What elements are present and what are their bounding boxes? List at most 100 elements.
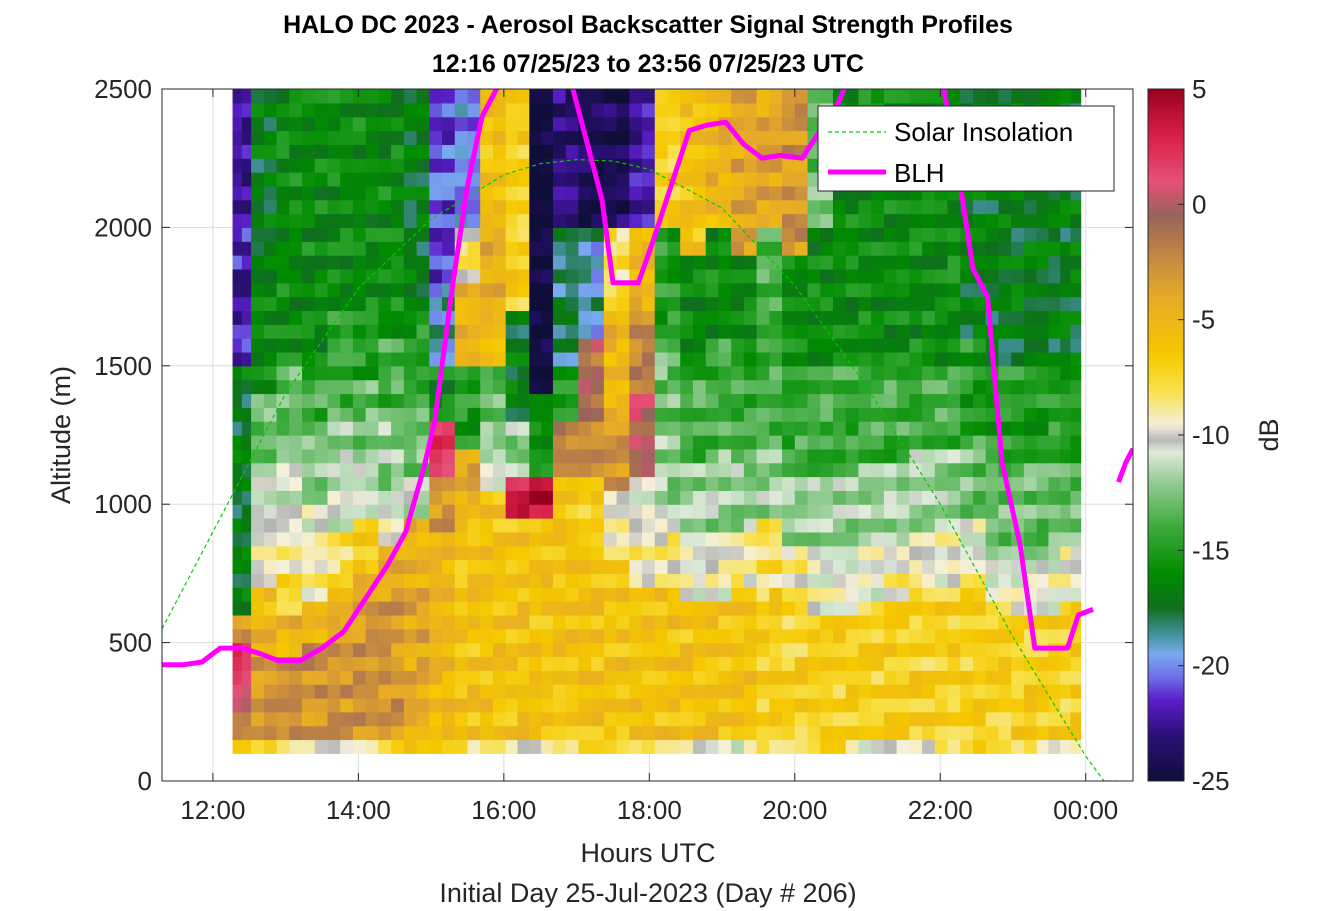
heatmap-cell	[251, 476, 265, 491]
heatmap-cell	[232, 614, 243, 630]
heatmap-cell	[680, 462, 694, 478]
heatmap-cell	[820, 476, 834, 491]
heatmap-cell	[505, 144, 519, 159]
heatmap-cell	[391, 559, 405, 574]
heatmap-cell	[480, 296, 494, 312]
heatmap-cell	[314, 684, 329, 699]
heatmap-cell	[232, 476, 243, 491]
heatmap-cell	[960, 462, 974, 478]
heatmap-cell	[972, 697, 987, 713]
heatmap-cell	[794, 116, 809, 132]
heatmap-cell	[365, 725, 379, 741]
heatmap-cell	[442, 642, 456, 658]
heatmap-cell	[492, 310, 507, 325]
heatmap-cell	[909, 338, 923, 353]
heatmap-cell	[794, 476, 809, 491]
heatmap-cell	[529, 213, 542, 228]
heatmap-cell	[517, 158, 530, 173]
heatmap-cell	[909, 365, 923, 381]
heatmap-cell	[403, 448, 418, 464]
heatmap-cell	[289, 711, 303, 727]
heatmap-cell	[756, 614, 770, 630]
heatmap-cell	[302, 227, 316, 242]
heatmap-cell	[492, 268, 507, 284]
heatmap-cell	[505, 89, 519, 104]
heatmap-cell	[705, 739, 720, 754]
heatmap-cell	[480, 587, 494, 602]
heatmap-cell	[416, 421, 430, 436]
heatmap-cell	[505, 684, 519, 699]
heatmap-cell	[565, 407, 579, 422]
series-line-2	[1116, 447, 1133, 483]
heatmap-cell	[985, 476, 1000, 491]
heatmap-cell	[365, 462, 379, 478]
heatmap-cell	[391, 199, 405, 215]
heatmap-cell	[232, 462, 243, 478]
heatmap-cell	[480, 476, 494, 491]
heatmap-cell	[429, 282, 443, 298]
heatmap-cell	[289, 476, 303, 491]
heatmap-cell	[832, 711, 847, 727]
heatmap-cell	[365, 407, 379, 422]
heatmap-cell	[896, 697, 910, 713]
heatmap-cell	[972, 628, 987, 644]
heatmap-cell	[1023, 448, 1038, 464]
heatmap-cell	[654, 282, 669, 298]
heatmap-cell	[365, 642, 379, 658]
heatmap-cell	[492, 185, 507, 201]
heatmap-cell	[756, 365, 770, 381]
heatmap-cell	[667, 282, 681, 298]
heatmap-cell	[629, 462, 643, 478]
heatmap-cell	[1060, 227, 1072, 242]
heatmap-cell	[985, 213, 1000, 228]
heatmap-cell	[756, 185, 770, 201]
heatmap-cell	[340, 351, 354, 367]
heatmap-cell	[871, 407, 885, 422]
heatmap-cell	[327, 393, 341, 408]
heatmap-cell	[505, 711, 519, 727]
heatmap-cell	[947, 379, 961, 395]
heatmap-cell	[591, 365, 605, 381]
heatmap-cell	[552, 338, 567, 353]
heatmap-cell	[1070, 725, 1082, 741]
heatmap-cell	[896, 268, 910, 284]
heatmap-cell	[365, 213, 379, 228]
heatmap-cell	[909, 199, 923, 215]
heatmap-cell	[1060, 587, 1072, 602]
heatmap-cell	[276, 642, 290, 658]
heatmap-cell	[858, 462, 872, 478]
heatmap-cell	[480, 518, 494, 533]
heatmap-cell	[756, 531, 770, 547]
heatmap-cell	[832, 435, 847, 450]
heatmap-cell	[541, 102, 554, 118]
heatmap-cell	[517, 490, 530, 505]
heatmap-cell	[378, 448, 392, 464]
heatmap-cell	[480, 227, 494, 242]
heatmap-cell	[934, 490, 949, 505]
heatmap-cell	[603, 614, 618, 630]
heatmap-cell	[251, 739, 265, 754]
heatmap-cell	[1036, 296, 1050, 312]
heatmap-cell	[467, 351, 481, 367]
heatmap-cell	[591, 531, 605, 547]
heatmap-cell	[794, 296, 809, 312]
heatmap-cell	[552, 199, 567, 215]
heatmap-cell	[289, 601, 303, 616]
heatmap-cell	[794, 158, 809, 173]
heatmap-cell	[1011, 255, 1025, 270]
heatmap-cell	[517, 351, 530, 367]
heatmap-cell	[1036, 448, 1050, 464]
heatmap-cell	[718, 739, 732, 754]
heatmap-cell	[998, 351, 1012, 367]
heatmap-cell	[591, 725, 605, 741]
heatmap-cell	[578, 365, 592, 381]
heatmap-cell	[858, 89, 872, 104]
heatmap-cell	[603, 172, 618, 187]
heatmap-cell	[416, 504, 430, 519]
heatmap-cell	[340, 504, 354, 519]
heatmap-cell	[276, 697, 290, 713]
heatmap-cell	[705, 504, 720, 519]
heatmap-cell	[454, 365, 469, 381]
heatmap-cell	[454, 351, 469, 367]
